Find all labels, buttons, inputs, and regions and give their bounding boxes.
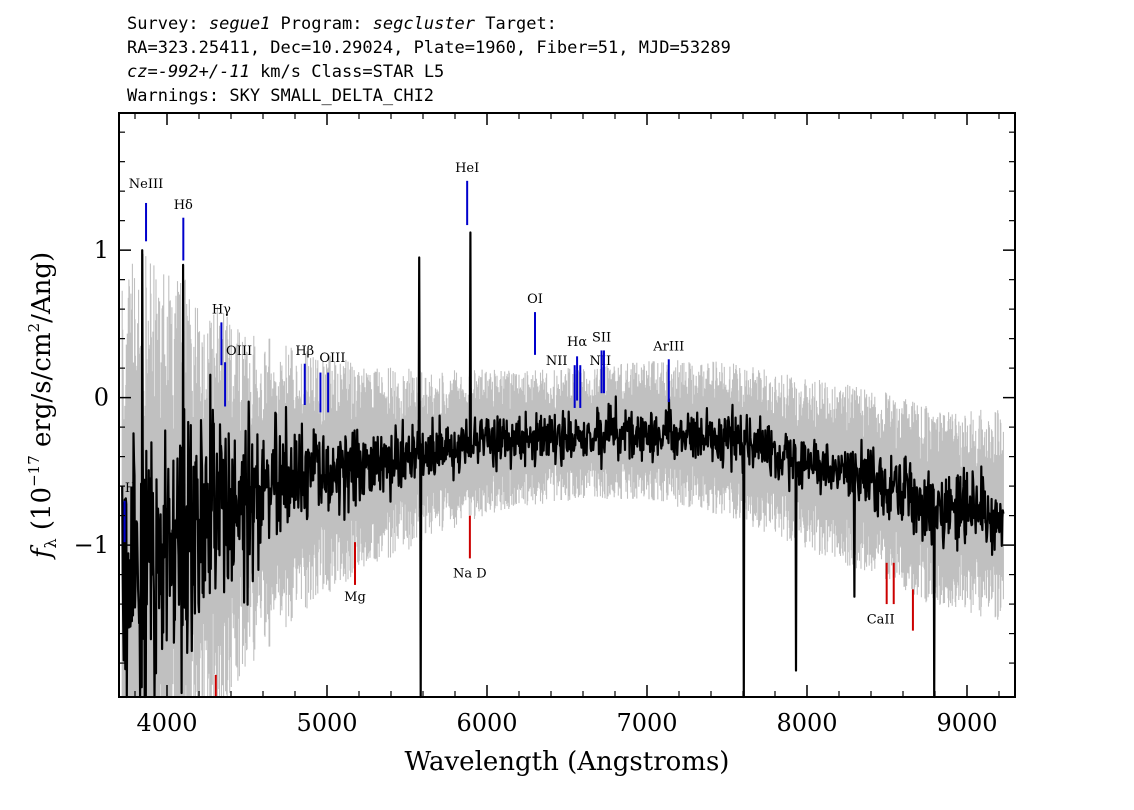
- marker-label-10: Hα: [567, 335, 587, 350]
- marker-label-7: HeI: [455, 161, 479, 176]
- header-line1-part-0: Survey:: [127, 14, 209, 34]
- marker-label-8: OI: [527, 292, 543, 307]
- y-axis-label-lambda: λ: [41, 538, 60, 548]
- header-line-redshift: cz=-992+/-11 km/s Class=STAR L5: [127, 62, 444, 82]
- marker-label-17: Na D: [453, 567, 487, 582]
- x-axis-label: Wavelength (Angstroms): [405, 747, 730, 777]
- marker-label-12: SII: [592, 331, 611, 346]
- y-tick-label-1: 0: [94, 384, 109, 412]
- marker-label-2: Hγ: [212, 303, 231, 318]
- marker-label-18: CaII: [867, 612, 895, 627]
- marker-label-14: ArIII: [652, 339, 684, 354]
- y-tick-label-0: −1: [74, 531, 109, 559]
- y-axis-label: fλ (10−17 erg/s/cm2/Ang): [25, 252, 60, 560]
- marker-label-5: OIII: [319, 351, 345, 366]
- flux-line: [121, 231, 1005, 699]
- header-line-survey: Survey: segue1 Program: segcluster Targe…: [127, 14, 557, 34]
- y-tick-label-2: 1: [94, 236, 109, 264]
- marker-label-9: NII: [546, 354, 568, 369]
- marker-label-1: Hδ: [174, 198, 193, 213]
- y-axis-label-exp2: 2: [25, 323, 43, 333]
- axis-ticks: 4000 5000 6000 7000 8000 9000 −1 0 1: [74, 113, 1015, 737]
- header-line1-part-3: segcluster: [373, 14, 476, 34]
- y-axis-label-part-b: erg/s/cm: [27, 332, 57, 455]
- header-block: Survey: segue1 Program: segcluster Targe…: [127, 14, 731, 106]
- header-line-warnings: Warnings: SKY SMALL_DELTA_CHI2: [127, 86, 434, 106]
- marker-label-4: Hβ: [295, 344, 314, 359]
- header-line1-part-4: Target:: [475, 14, 557, 34]
- y-axis-label-part-a: (10: [27, 487, 57, 539]
- plot-frame: [118, 112, 1016, 698]
- marker-label-0: NeIII: [129, 177, 163, 192]
- header-line3-part-0: cz=-992+/-11: [127, 62, 250, 82]
- x-tick-label-4: 8000: [776, 709, 837, 737]
- header-line3-part-1: km/s Class=STAR L5: [250, 62, 444, 82]
- marker-label-16: Mg: [344, 590, 366, 605]
- x-tick-label-1: 5000: [296, 709, 357, 737]
- header-line1-part-1: segue1: [209, 14, 270, 34]
- y-axis-label-part-c: /Ang): [27, 252, 57, 323]
- x-tick-label-0: 4000: [136, 709, 197, 737]
- flux-series: [121, 231, 1005, 699]
- marker-label-3: OIII: [226, 344, 252, 359]
- y-axis-label-exp1: −17: [25, 455, 43, 487]
- x-tick-label-3: 7000: [616, 709, 677, 737]
- x-tick-label-5: 9000: [936, 709, 997, 737]
- header-line-coordinates: RA=323.25411, Dec=10.29024, Plate=1960, …: [127, 38, 731, 58]
- marker-label-11: NII: [589, 354, 611, 369]
- x-tick-label-2: 6000: [456, 709, 517, 737]
- marker-label-15: H: [125, 481, 136, 496]
- header-line1-part-2: Program:: [270, 14, 372, 34]
